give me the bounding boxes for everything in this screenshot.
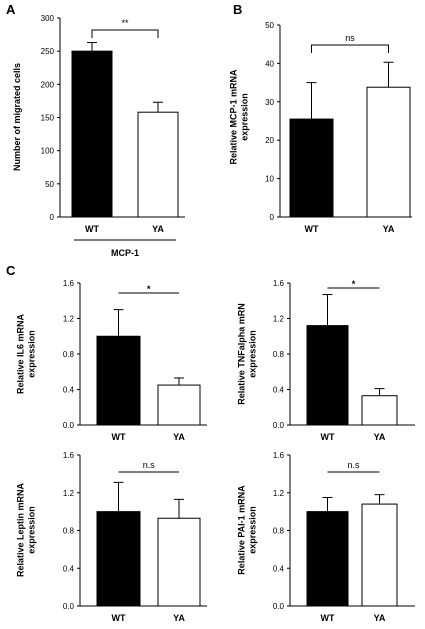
category-label: YA (374, 432, 386, 442)
y-tick-label: 30 (265, 98, 274, 107)
y-tick-label: 40 (265, 59, 274, 68)
bar-wt (306, 511, 349, 607)
y-tick-label: 50 (45, 180, 54, 189)
category-label: YA (152, 224, 164, 234)
y-tick-label: 0.4 (273, 386, 285, 395)
bar-wt (96, 335, 141, 426)
y-tick-label: 0.4 (273, 564, 285, 573)
significance-label: * (352, 279, 356, 289)
panel-b: B 0 10 20 30 40 50 Relative MCP-1 mRNA expressio… (229, 2, 412, 234)
panel-c2: 0.0 0.4 0.8 1.2 1.6 Relative TNFalpha mRN expr… (237, 279, 415, 442)
panel-c4: 0.0 0.4 0.8 1.2 1.6 Relative PAI-1 mRNA expres… (237, 451, 415, 623)
bar-ya (361, 395, 398, 426)
y-tick-label: 0.8 (63, 527, 75, 536)
bar-wt (289, 118, 334, 218)
y-tick-label: 0.4 (63, 564, 75, 573)
panel-letter: C (6, 263, 16, 278)
y-axis-label: expression (27, 506, 37, 554)
bar-ya (157, 517, 201, 607)
panel-c3: 0.0 0.4 0.8 1.2 1.6 Relative Leptin mRNA expre… (16, 451, 207, 623)
category-label: YA (374, 613, 386, 623)
y-tick-label: 1.6 (63, 451, 75, 460)
y-axis-label: expression (248, 506, 258, 554)
significance-label: n.s (143, 460, 156, 470)
significance-label: * (147, 284, 151, 294)
y-tick-label: 1.6 (273, 451, 285, 460)
bar-wt (71, 50, 113, 218)
y-axis-label: Relative TNFalpha mRN (237, 303, 247, 405)
y-axis-label: Relative PAI-1 mRNA (237, 485, 247, 575)
significance-bracket (91, 29, 159, 38)
y-axis-label: Relative IL6 mRNA (16, 313, 26, 394)
bar-wt (306, 325, 349, 426)
y-tick-label: 0 (270, 213, 275, 222)
y-tick-label: 1.2 (63, 489, 75, 498)
y-tick-label: 0.0 (63, 421, 75, 430)
y-tick-label: 10 (265, 175, 274, 184)
category-label: WT (112, 432, 126, 442)
significance-label: n.s (347, 460, 360, 470)
panel-a: A 0 50 100 150 200 250 300 Number of migrated ce… (6, 2, 185, 258)
y-axis-label: Number of migrated cells (12, 63, 22, 171)
significance-label: ns (345, 33, 355, 43)
panel-letter: B (233, 2, 242, 17)
y-tick-label: 0.8 (273, 350, 285, 359)
bar-ya (137, 111, 179, 218)
panel-c1: C 0.0 0.4 0.8 1.2 1.6 Relative IL6 mRNA express… (6, 263, 207, 442)
y-axis-label: expression (27, 330, 37, 378)
y-tick-label: 0 (50, 213, 55, 222)
y-tick-label: 0.4 (63, 386, 75, 395)
y-tick-label: 0.0 (273, 421, 285, 430)
y-axis-label: Relative Leptin mRNA (16, 482, 26, 577)
category-label: WT (321, 613, 335, 623)
y-tick-label: 1.6 (63, 279, 75, 288)
bar-wt (96, 511, 141, 607)
category-label: WT (85, 224, 99, 234)
category-label: WT (305, 224, 319, 234)
significance-label: ** (121, 18, 129, 28)
y-tick-label: 1.6 (273, 279, 285, 288)
y-tick-label: 0.0 (273, 602, 285, 611)
y-tick-label: 0.8 (273, 527, 285, 536)
y-tick-label: 0.0 (63, 602, 75, 611)
bar-ya (361, 503, 398, 607)
category-label: WT (112, 613, 126, 623)
category-label: YA (173, 432, 185, 442)
category-label: YA (383, 224, 395, 234)
y-tick-label: 300 (41, 14, 55, 23)
y-tick-label: 1.2 (273, 489, 285, 498)
y-tick-label: 100 (41, 147, 55, 156)
y-tick-label: 150 (41, 114, 55, 123)
bar-ya (157, 384, 201, 426)
panel-letter: A (6, 2, 16, 17)
y-tick-label: 1.2 (63, 315, 75, 324)
y-axis-label: expression (240, 93, 250, 141)
y-tick-label: 20 (265, 136, 274, 145)
significance-bracket (311, 44, 389, 53)
y-tick-label: 50 (265, 21, 274, 30)
y-tick-label: 200 (41, 80, 55, 89)
category-label: YA (173, 613, 185, 623)
y-tick-label: 1.2 (273, 315, 285, 324)
y-tick-label: 0.8 (63, 350, 75, 359)
y-tick-label: 250 (41, 47, 55, 56)
category-label: WT (321, 432, 335, 442)
y-axis-label: Relative MCP-1 mRNA (229, 69, 239, 165)
group-label: MCP-1 (111, 248, 139, 258)
y-axis-label: expression (248, 330, 258, 378)
bar-ya (366, 86, 411, 218)
